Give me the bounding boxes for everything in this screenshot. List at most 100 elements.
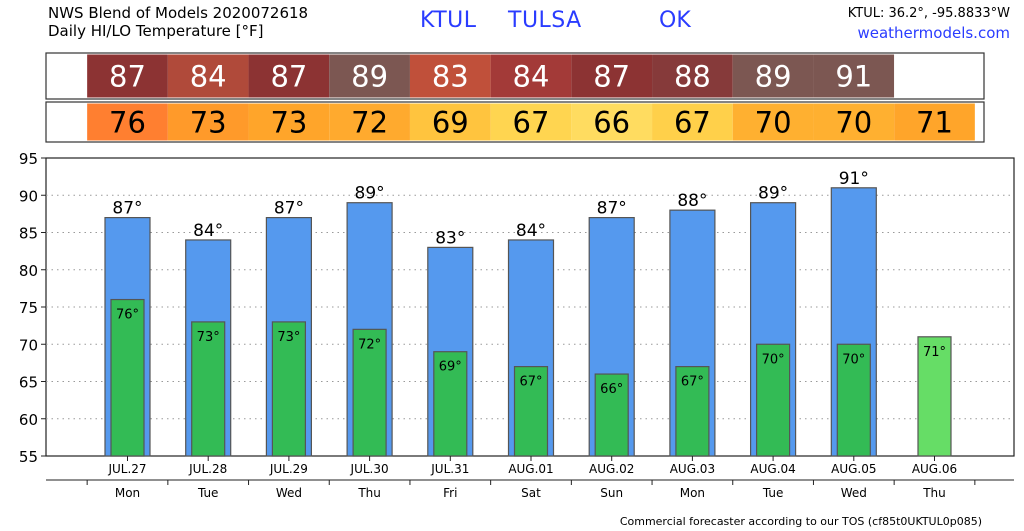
footer-note: Commercial forecaster according to our T…: [619, 515, 982, 528]
low-label: 73°: [197, 330, 220, 345]
low-label: 69°: [439, 360, 462, 375]
low-strip-cell: [329, 103, 410, 141]
high-strip-value: 84: [513, 59, 550, 93]
low-strip-cell: [894, 103, 975, 141]
x-date-label: JUL.27: [107, 462, 146, 476]
high-strip-cell: [167, 54, 249, 98]
high-strip-value: 89: [755, 59, 792, 93]
low-strip-value: 69: [432, 105, 469, 139]
x-date-label: AUG.06: [912, 462, 957, 476]
x-day-label: Thu: [357, 486, 381, 500]
x-day-label: Sun: [600, 486, 623, 500]
x-date-label: JUL.31: [430, 462, 469, 476]
low-bar: [917, 336, 952, 457]
high-strip-value: 87: [593, 59, 630, 93]
low-bar: [513, 366, 549, 457]
high-strip-cell: [248, 54, 330, 98]
low-label: 67°: [681, 375, 704, 390]
chart-title-line1: NWS Blend of Models 2020072618: [48, 4, 309, 22]
low-strip-cell: [87, 103, 168, 141]
high-strip-cell: [894, 54, 975, 98]
low-label: 76°: [116, 308, 139, 323]
y-tick-label: 95: [19, 150, 38, 168]
station-code: KTUL: [420, 8, 477, 33]
x-day-label: Mon: [680, 486, 705, 500]
low-label: 73°: [277, 330, 300, 345]
low-strip-value: 66: [593, 105, 630, 139]
low-bar: [836, 343, 871, 457]
low-bar: [675, 366, 710, 457]
x-day-label: Thu: [922, 486, 946, 500]
high-label: 89°: [355, 184, 385, 204]
y-tick-label: 65: [19, 374, 38, 392]
low-strip-cell: [571, 103, 653, 141]
low-bar: [271, 321, 306, 457]
y-tick-label: 90: [19, 187, 38, 205]
low-bar: [594, 373, 629, 457]
high-label: 88°: [677, 191, 707, 211]
high-label: 83°: [435, 228, 465, 248]
high-label: 87°: [112, 199, 142, 219]
low-label: 70°: [762, 352, 785, 367]
low-strip-cell: [813, 103, 895, 141]
low-label: 66°: [600, 382, 623, 397]
y-tick-label: 55: [19, 448, 38, 466]
low-label: 67°: [519, 375, 542, 390]
high-label: 84°: [516, 221, 546, 241]
high-strip-value: 84: [190, 59, 227, 93]
high-strip-value: 87: [109, 59, 146, 93]
low-strip-value: 67: [674, 105, 711, 139]
high-label: 87°: [274, 199, 304, 219]
high-strip-cell: [732, 54, 814, 98]
high-label: 84°: [193, 221, 223, 241]
y-tick-label: 75: [19, 299, 38, 317]
high-strip-value: 87: [270, 59, 307, 93]
high-strip-value: 88: [674, 59, 711, 93]
low-strip-cell: [409, 103, 491, 141]
low-strip-value: 71: [916, 105, 953, 139]
state-name: OK: [659, 8, 691, 33]
low-strip-value: 70: [755, 105, 792, 139]
high-strip-cell: [571, 54, 653, 98]
low-label: 72°: [358, 337, 381, 352]
high-strip-value: 83: [432, 59, 469, 93]
low-strip-value: 73: [190, 105, 227, 139]
x-date-label: AUG.02: [589, 462, 634, 476]
x-date-label: JUL.29: [269, 462, 308, 476]
x-date-label: AUG.03: [670, 462, 715, 476]
y-tick-label: 70: [19, 336, 38, 354]
low-strip-cell: [490, 103, 572, 141]
low-bar: [110, 298, 145, 457]
high-strip-cell: [329, 54, 410, 98]
y-tick-label: 60: [19, 411, 38, 429]
x-day-label: Fri: [443, 486, 457, 500]
low-strip-value: 70: [835, 105, 872, 139]
chart-title-line2: Daily HI/LO Temperature [°F]: [48, 22, 264, 40]
low-strip-cell: [248, 103, 330, 141]
y-tick-label: 80: [19, 262, 38, 280]
high-strip-value: 89: [351, 59, 388, 93]
low-strip-value: 67: [513, 105, 550, 139]
high-label: 91°: [839, 169, 869, 189]
low-label: 70°: [842, 352, 865, 367]
x-date-label: AUG.01: [508, 462, 553, 476]
low-strip-value: 73: [270, 105, 307, 139]
x-date-label: JUL.28: [188, 462, 227, 476]
low-strip-cell: [167, 103, 249, 141]
high-strip-value: 91: [835, 59, 872, 93]
station-coordinates: KTUL: 36.2°, -95.8833°W: [847, 6, 1010, 21]
low-strip-value: 76: [109, 105, 146, 139]
high-label: 89°: [758, 184, 788, 204]
city-name: TULSA: [508, 8, 582, 33]
low-bar: [191, 321, 226, 457]
x-date-label: AUG.05: [831, 462, 876, 476]
high-strip-cell: [87, 54, 168, 98]
y-tick-label: 85: [19, 225, 38, 243]
x-day-label: Wed: [841, 486, 867, 500]
high-strip-cell: [490, 54, 572, 98]
low-bar: [755, 343, 791, 457]
site-link[interactable]: weathermodels.com: [857, 24, 1010, 42]
x-day-label: Mon: [115, 486, 140, 500]
high-strip-cell: [652, 54, 733, 98]
